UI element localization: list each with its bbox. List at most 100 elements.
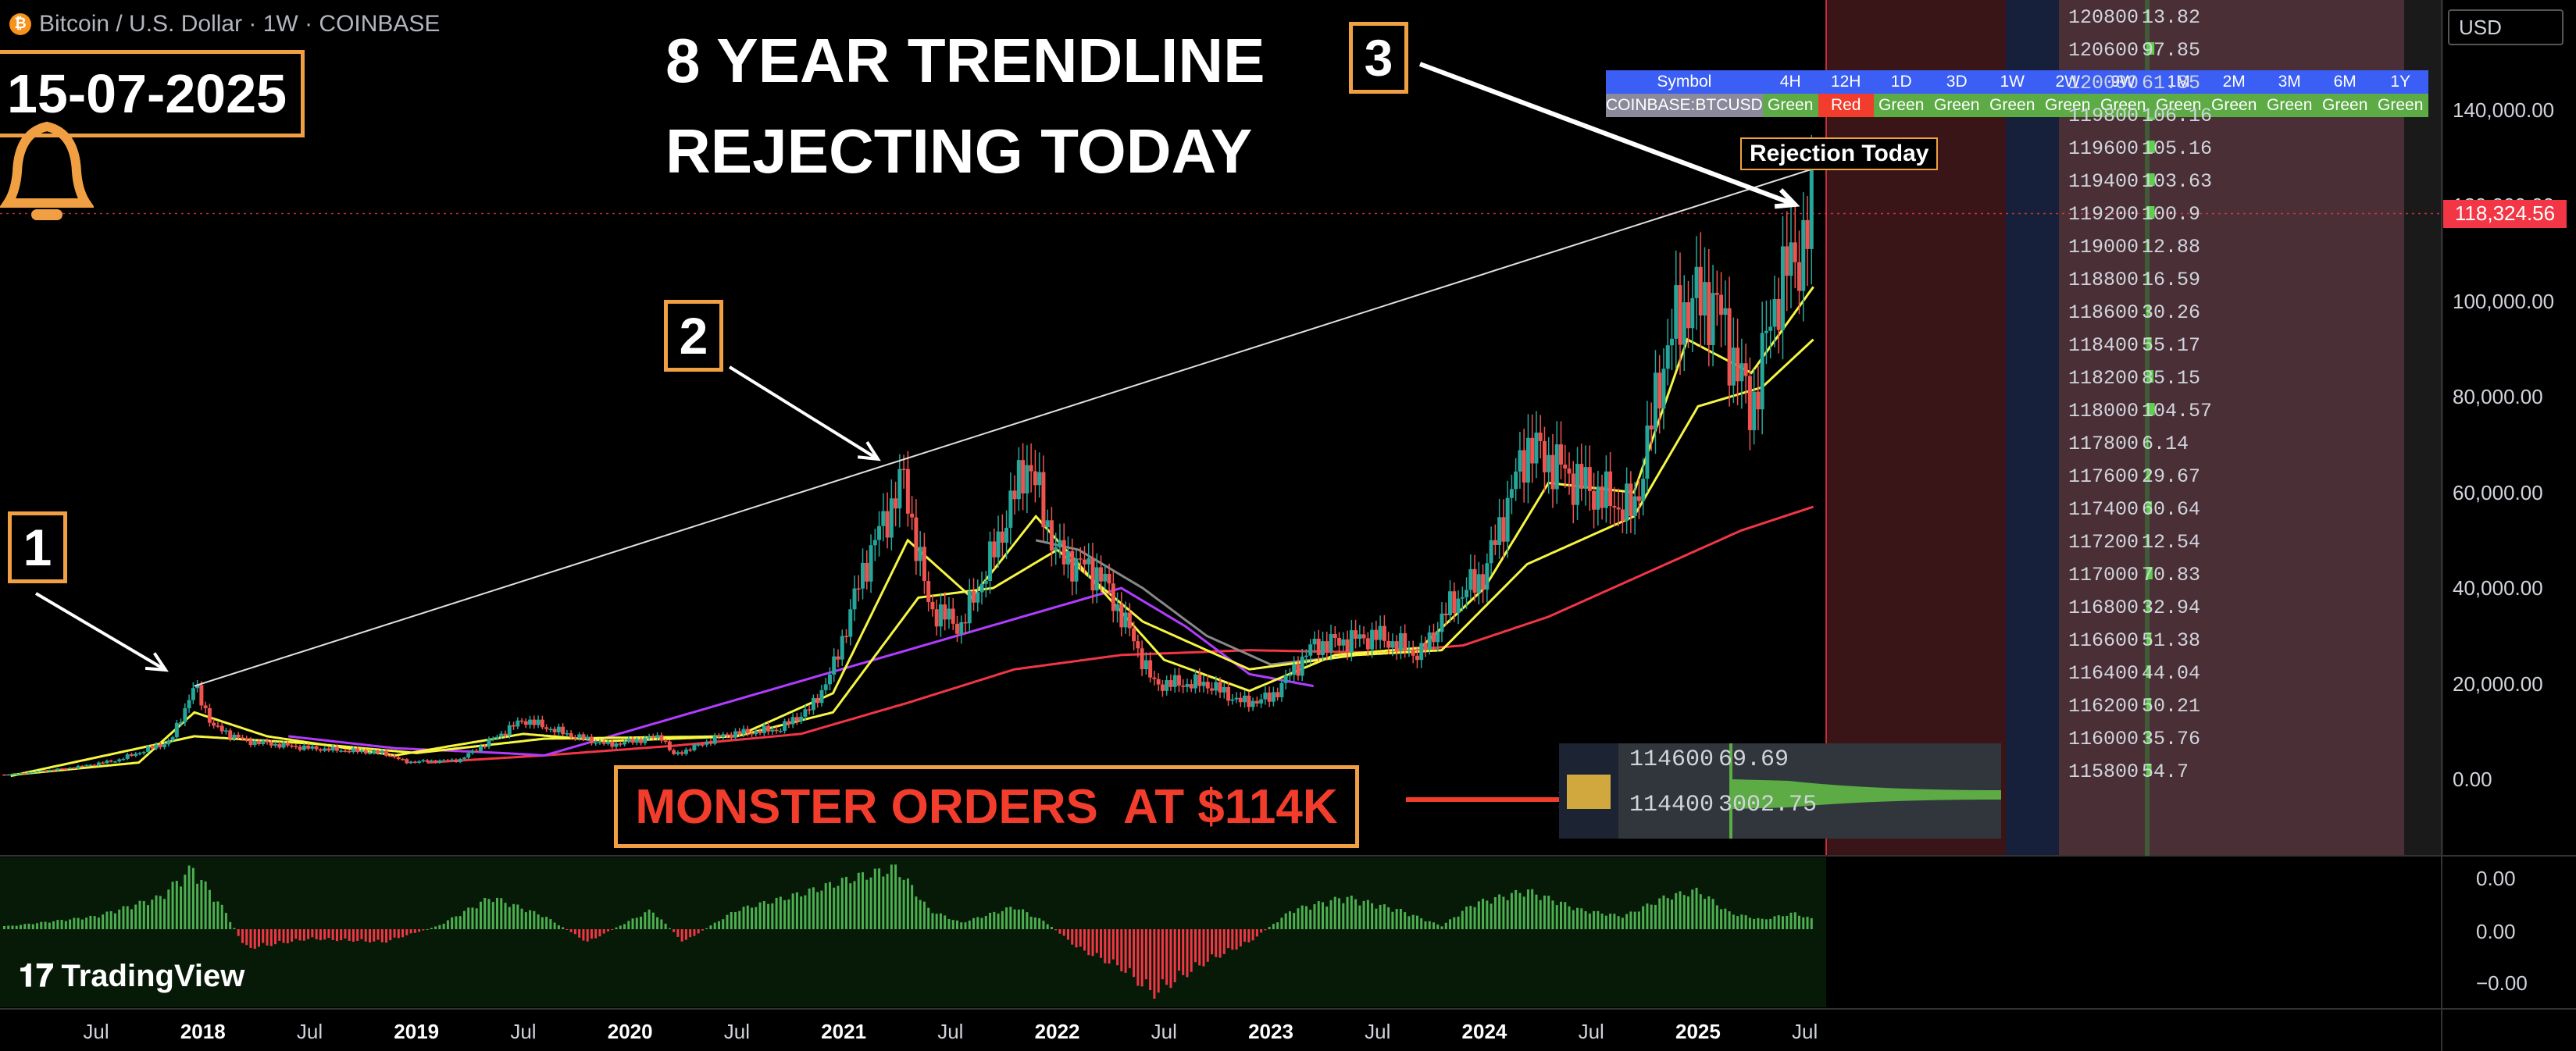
oscillator-bar — [1531, 889, 1534, 929]
candle-body — [1132, 628, 1136, 642]
ladder-price: 116200 — [2068, 695, 2139, 718]
ladder-price: 116600 — [2068, 629, 2139, 652]
currency-selector[interactable]: USD — [2448, 9, 2564, 45]
oscillator-bar — [496, 897, 499, 929]
candle-body — [1809, 169, 1814, 249]
oscillator-bar — [307, 929, 310, 939]
candle-body — [1176, 675, 1181, 686]
tradingview-logo[interactable]: 𝟏𝟕 TradingView — [19, 959, 244, 994]
symbol-header[interactable]: ₿ Bitcoin / U.S. Dollar · 1W · COINBASE — [9, 11, 440, 37]
candle-body — [1530, 437, 1535, 464]
candle-body — [1727, 308, 1732, 386]
oscillator-bar — [64, 921, 67, 929]
candle-body — [1222, 686, 1226, 693]
oscillator-bar — [1066, 929, 1069, 940]
oscillator-bar — [1486, 900, 1489, 929]
oscillator-bar — [680, 929, 683, 942]
ladder-size: 100.9 — [2142, 203, 2201, 226]
oscillator-bar — [1736, 916, 1739, 929]
candle-body — [1789, 242, 1793, 276]
oscillator-bar — [1588, 913, 1591, 929]
oscillator-bar — [980, 917, 983, 929]
status-trend-cell: Green — [1928, 94, 1985, 117]
candle-body — [466, 753, 471, 758]
oscillator-bar — [1539, 900, 1542, 929]
candle-body — [76, 765, 80, 769]
candle-body — [301, 745, 306, 750]
candle-body — [92, 764, 97, 767]
candle-body — [573, 737, 577, 739]
candle-body — [758, 731, 762, 733]
oscillator-bar — [635, 917, 638, 929]
oscillator-bar — [1391, 911, 1394, 929]
oscillator-bar — [1116, 929, 1119, 966]
candle-body — [1243, 695, 1247, 703]
oscillator-bar — [1802, 917, 1805, 929]
oscillator-bar — [1387, 907, 1390, 929]
oscillator-bar — [582, 929, 585, 941]
oscillator-bar — [442, 923, 445, 929]
ladder-depth-mark — [2146, 370, 2154, 383]
oscillator-bar — [1411, 914, 1415, 929]
oscillator-bar — [1222, 929, 1226, 954]
oscillator-bar — [1104, 929, 1107, 964]
oscillator-bar — [746, 905, 749, 929]
candle-body — [659, 735, 664, 741]
oscillator-bar — [311, 929, 314, 938]
candle-body — [1440, 613, 1444, 632]
candle-body — [1065, 550, 1070, 565]
candle-body — [1452, 591, 1457, 614]
candle-body — [1703, 282, 1707, 316]
oscillator-bar — [1026, 912, 1029, 929]
time-axis-label: 2025 — [1675, 1020, 1721, 1043]
oscillator-bar — [1297, 908, 1300, 929]
sma-red-line — [426, 505, 1814, 764]
oscillator-bar — [656, 917, 659, 929]
oscillator-axis-label: 0.00 — [2476, 920, 2516, 943]
oscillator-bar — [1781, 916, 1784, 929]
oscillator-bar — [1022, 909, 1025, 929]
candle-body — [1423, 643, 1428, 650]
candle-body — [1341, 639, 1346, 646]
candle-body — [437, 760, 442, 763]
ladder-size: 106.16 — [2142, 105, 2213, 127]
candle-body — [47, 770, 52, 771]
oscillator-bar — [200, 879, 203, 929]
oscillator-bar — [191, 868, 194, 929]
status-trend-cell: Green — [2150, 94, 2207, 117]
oscillator-bar — [1075, 929, 1078, 948]
oscillator-bar — [1744, 915, 1747, 929]
candle-body — [1620, 509, 1625, 522]
oscillator-bar — [1453, 917, 1456, 929]
ladder-row: 116400 44.04 — [2068, 662, 2200, 685]
oscillator-bar — [734, 911, 737, 929]
candle-body — [1361, 634, 1366, 639]
candle-body — [273, 743, 278, 746]
status-header-cell: 2W — [2039, 70, 2096, 94]
ma-purple-line — [288, 586, 1314, 757]
candle-body — [676, 752, 680, 754]
oscillator-bar — [1399, 908, 1402, 929]
candle-body — [306, 745, 311, 749]
oscillator-bar — [960, 922, 963, 929]
oscillator-bar — [335, 929, 338, 942]
oscillator-bar — [291, 929, 294, 942]
candle-body — [1776, 298, 1781, 330]
status-header-cell: 1W — [1984, 70, 2040, 94]
oscillator-bar — [1050, 927, 1053, 929]
candle-body — [1172, 675, 1177, 687]
oscillator-bar — [118, 909, 121, 929]
oscillator-bar — [758, 902, 762, 929]
candle-body — [347, 750, 351, 753]
oscillator-bar — [1547, 896, 1550, 929]
candle-body — [1140, 648, 1144, 670]
oscillator-bar — [795, 892, 798, 929]
ladder-size: 30.26 — [2142, 301, 2201, 324]
candle-body — [401, 759, 405, 761]
tradingview-logo-text: TradingView — [61, 959, 245, 993]
candle-body — [425, 760, 430, 762]
status-header-cell: 2M — [2206, 70, 2262, 94]
oscillator-bar — [196, 883, 199, 929]
candle-body — [117, 759, 122, 762]
